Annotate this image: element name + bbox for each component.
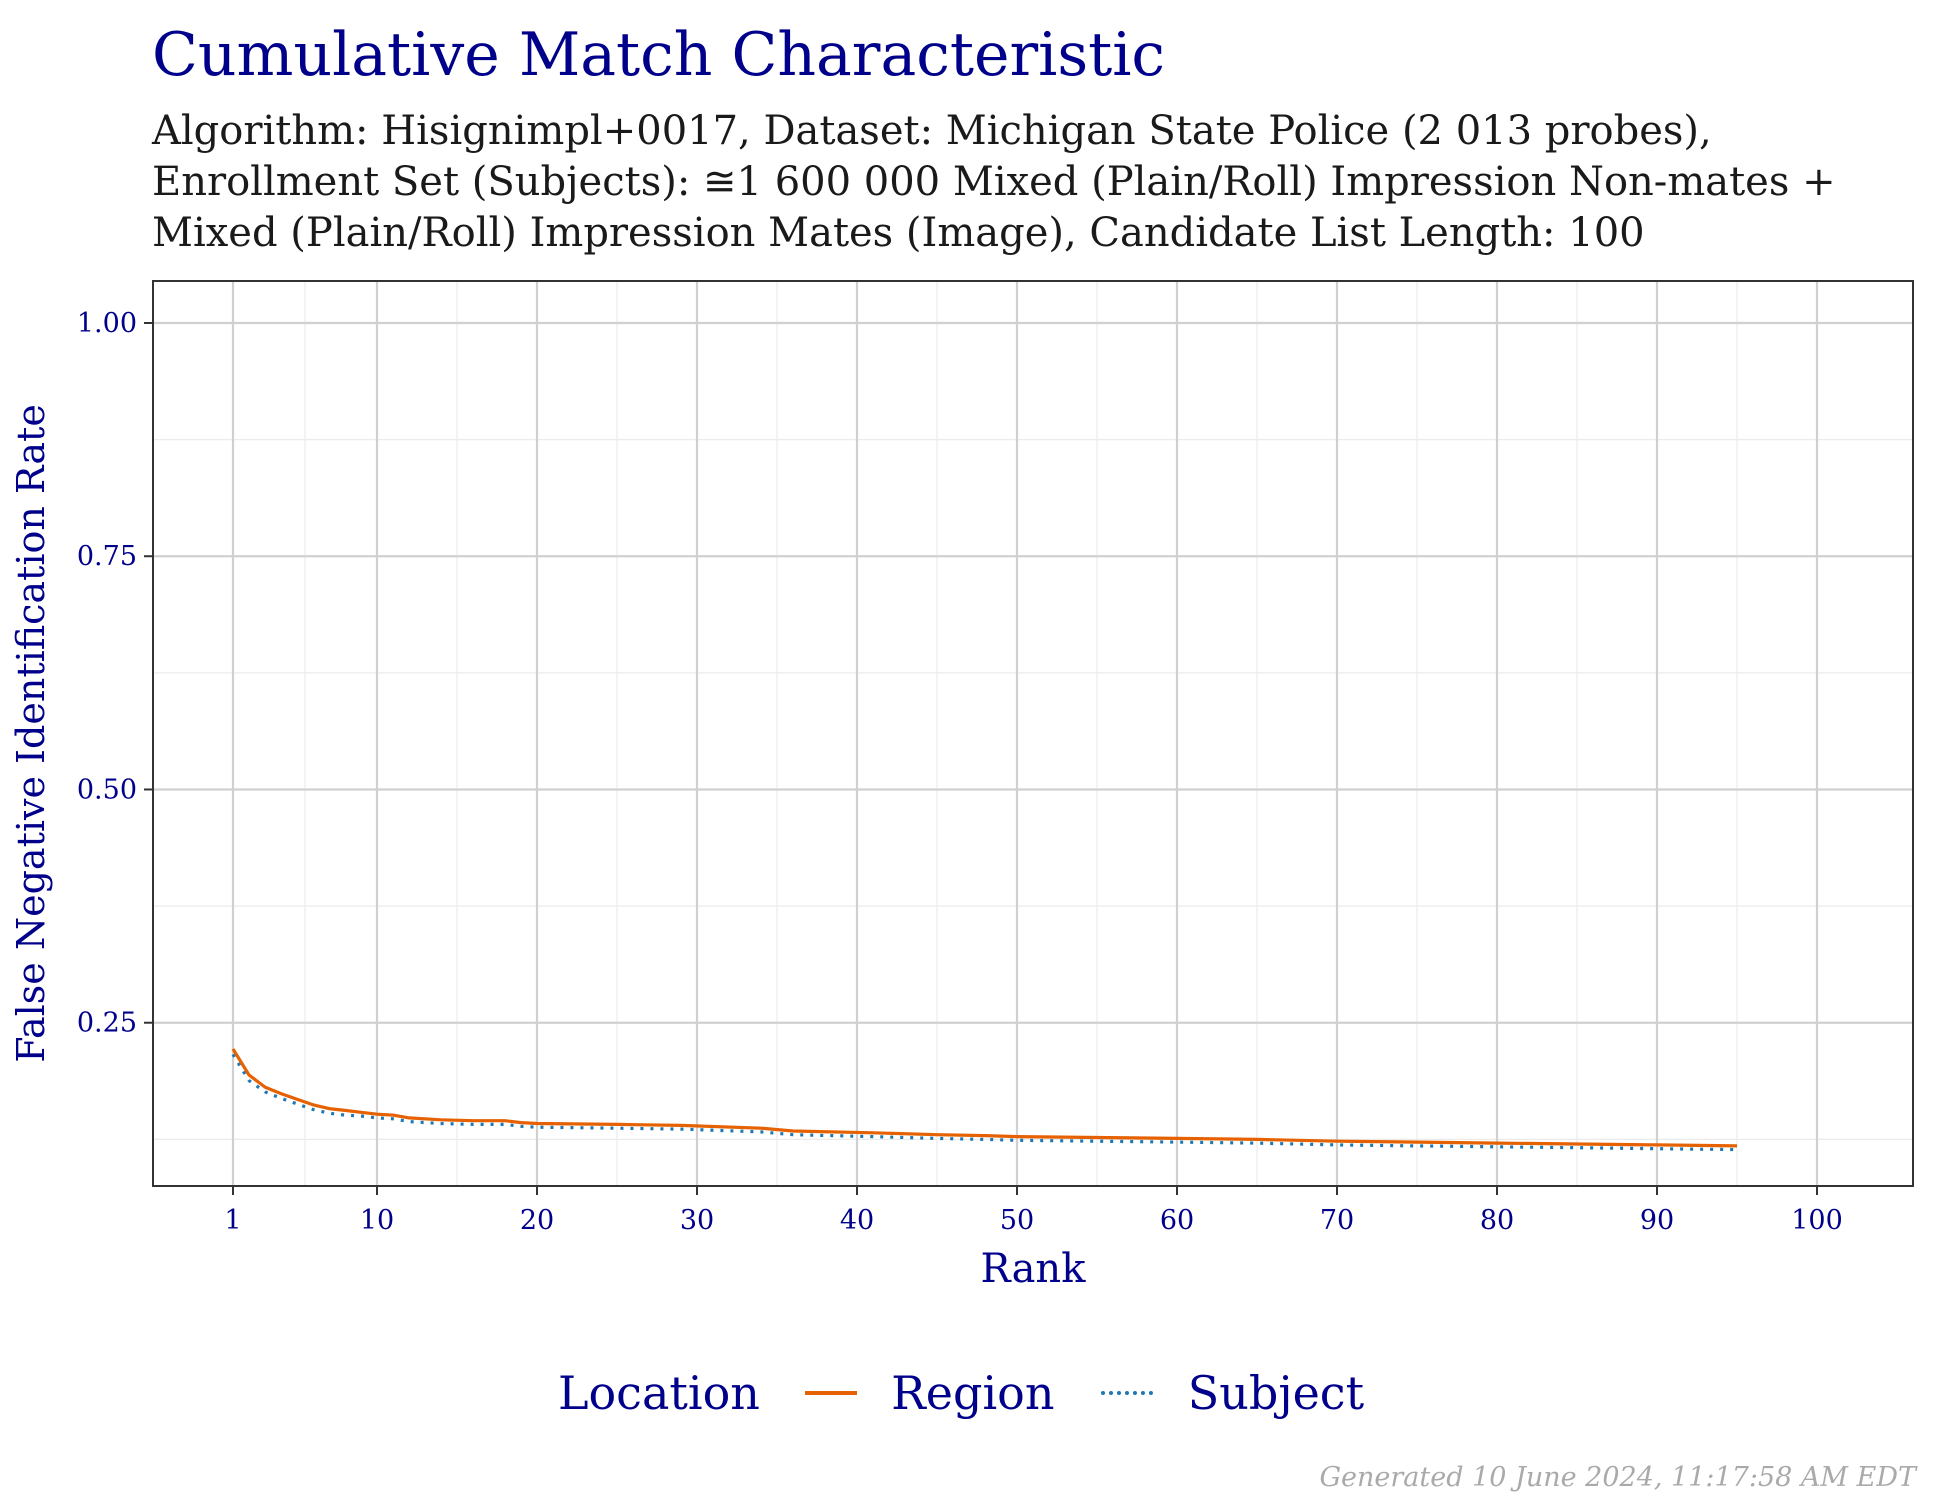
x-tick-label: 40 (840, 1205, 874, 1236)
x-tick-label: 10 (360, 1205, 394, 1236)
subtitle-line: Algorithm: Hisignimpl+0017, Dataset: Mic… (152, 108, 1712, 154)
y-tick-label: 1.00 (77, 308, 137, 339)
legend-label-subject: Subject (1187, 1366, 1365, 1420)
x-axis-title: Rank (981, 1246, 1087, 1292)
plot-panel-border (152, 280, 1914, 1187)
x-tick-label: 90 (1640, 1205, 1674, 1236)
legend-title: Location (557, 1366, 760, 1420)
chart-title: Cumulative Match Characteristic (152, 20, 1166, 90)
x-tick-label: 20 (520, 1205, 554, 1236)
y-tick-label: 0.75 (77, 541, 137, 572)
series-line-region (231, 1048, 1738, 1148)
chart-subtitle: Algorithm: Hisignimpl+0017, Dataset: Mic… (152, 106, 1836, 259)
x-tick-label: 70 (1320, 1205, 1354, 1236)
x-tick-label: 50 (1000, 1205, 1034, 1236)
x-tick-label: 30 (680, 1205, 714, 1236)
y-tick-label: 0.25 (77, 1008, 137, 1039)
subtitle-line: Enrollment Set (Subjects): ≅1 600 000 Mi… (152, 159, 1836, 205)
x-tick-label: 1 (224, 1205, 241, 1236)
legend: Location Region Subject (0, 1362, 1950, 1420)
subtitle-line: Mixed (Plain/Roll) Impression Mates (Ima… (152, 210, 1645, 256)
x-tick-label: 100 (1791, 1205, 1843, 1236)
generated-timestamp: Generated 10 June 2024, 11:17:58 AM EDT (1319, 1462, 1916, 1493)
x-tick-label: 80 (1480, 1205, 1514, 1236)
legend-label-region: Region (891, 1366, 1055, 1420)
legend-key-region (801, 1373, 861, 1413)
legend-key-subject (1097, 1373, 1157, 1413)
y-axis-title: False Negative Identification Rate (9, 404, 53, 1063)
x-tick-label: 60 (1160, 1205, 1194, 1236)
y-tick-label: 0.50 (77, 774, 137, 805)
